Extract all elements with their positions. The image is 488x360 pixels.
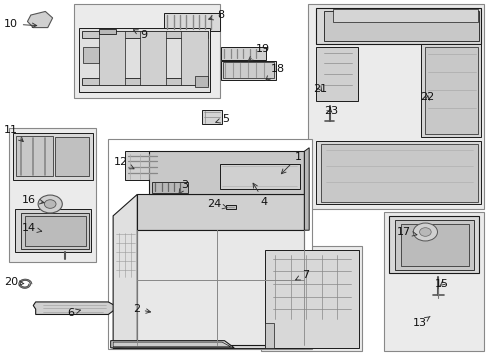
Polygon shape xyxy=(181,31,207,85)
Polygon shape xyxy=(316,47,357,101)
Bar xyxy=(384,212,484,351)
Polygon shape xyxy=(140,31,166,85)
Text: 12: 12 xyxy=(113,157,134,169)
Text: 24: 24 xyxy=(206,199,226,210)
Text: 9: 9 xyxy=(133,30,147,40)
Text: 6: 6 xyxy=(67,308,81,318)
Bar xyxy=(307,4,484,209)
Text: 7: 7 xyxy=(295,270,308,280)
Polygon shape xyxy=(113,194,137,348)
Polygon shape xyxy=(137,194,304,230)
Polygon shape xyxy=(79,28,209,92)
Polygon shape xyxy=(219,164,299,189)
Text: 1: 1 xyxy=(281,152,301,174)
Polygon shape xyxy=(81,31,207,39)
Bar xyxy=(260,246,362,351)
Text: 2: 2 xyxy=(132,304,150,314)
Text: 17: 17 xyxy=(396,227,416,237)
Text: 15: 15 xyxy=(434,279,448,289)
Polygon shape xyxy=(125,151,159,180)
Polygon shape xyxy=(395,220,473,270)
Polygon shape xyxy=(321,144,477,202)
Circle shape xyxy=(412,223,437,241)
Text: 19: 19 xyxy=(248,44,269,61)
Polygon shape xyxy=(202,110,222,125)
Text: 3: 3 xyxy=(179,180,188,194)
Polygon shape xyxy=(223,62,274,78)
Polygon shape xyxy=(33,302,118,315)
Text: 20: 20 xyxy=(3,277,24,287)
Polygon shape xyxy=(425,46,477,134)
Text: 5: 5 xyxy=(215,114,228,124)
Polygon shape xyxy=(21,213,89,249)
Text: 13: 13 xyxy=(412,316,429,328)
Polygon shape xyxy=(400,224,468,266)
Text: 21: 21 xyxy=(312,84,326,94)
Polygon shape xyxy=(55,137,89,176)
Polygon shape xyxy=(81,78,207,85)
Text: 8: 8 xyxy=(208,10,224,20)
Polygon shape xyxy=(16,136,53,176)
Polygon shape xyxy=(113,345,304,348)
Polygon shape xyxy=(225,205,235,210)
Circle shape xyxy=(38,195,62,213)
Polygon shape xyxy=(149,151,304,194)
Text: 22: 22 xyxy=(420,92,434,102)
Text: 10: 10 xyxy=(4,19,37,29)
Polygon shape xyxy=(113,342,230,347)
Bar xyxy=(74,4,219,98)
Polygon shape xyxy=(27,12,53,28)
Polygon shape xyxy=(137,230,304,345)
Polygon shape xyxy=(316,140,480,204)
Polygon shape xyxy=(15,209,91,252)
Bar xyxy=(9,128,96,262)
Polygon shape xyxy=(152,182,188,193)
Polygon shape xyxy=(13,134,93,180)
Polygon shape xyxy=(264,323,274,348)
Polygon shape xyxy=(221,47,265,60)
Polygon shape xyxy=(99,31,125,85)
Text: 18: 18 xyxy=(265,64,284,81)
Polygon shape xyxy=(420,44,480,137)
Polygon shape xyxy=(221,61,276,80)
Polygon shape xyxy=(316,8,480,44)
Text: 23: 23 xyxy=(323,106,337,116)
Circle shape xyxy=(419,228,430,236)
Polygon shape xyxy=(388,216,478,273)
Polygon shape xyxy=(195,76,207,87)
Polygon shape xyxy=(304,148,308,230)
Text: 4: 4 xyxy=(253,183,267,207)
Circle shape xyxy=(44,200,56,208)
Polygon shape xyxy=(24,216,85,246)
Polygon shape xyxy=(110,341,234,348)
Text: 14: 14 xyxy=(21,224,41,233)
Polygon shape xyxy=(323,12,478,41)
Text: 16: 16 xyxy=(21,195,44,205)
Bar xyxy=(108,139,311,349)
Polygon shape xyxy=(99,29,115,34)
Polygon shape xyxy=(82,47,99,63)
Text: 11: 11 xyxy=(4,125,23,141)
Polygon shape xyxy=(264,250,358,348)
Polygon shape xyxy=(163,13,219,31)
Polygon shape xyxy=(333,9,477,22)
